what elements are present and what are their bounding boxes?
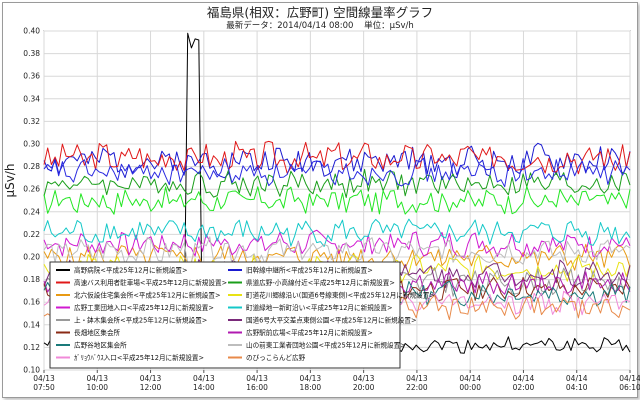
x-tick-date: 04/13 xyxy=(140,374,162,383)
y-tick-label: 0.10 xyxy=(23,366,40,375)
legend-label: 北六仮設住宅集会所<平成25年12月に新規設置> xyxy=(74,290,221,299)
legend-label: 上・鉢木集会所<平成25年12月に新規設置> xyxy=(74,315,207,324)
x-tick-date: 04/13 xyxy=(353,374,375,383)
x-tick-time: 10:00 xyxy=(86,383,108,392)
x-tick-date: 04/13 xyxy=(300,374,322,383)
chart-title: 福島県(相双：広野町) 空間線量率グラフ xyxy=(206,5,434,20)
y-tick-label: 0.30 xyxy=(23,140,40,149)
series-line xyxy=(43,168,631,198)
legend-label: のびっこらんど広野 xyxy=(246,353,306,362)
y-tick-label: 0.24 xyxy=(23,207,40,216)
legend-label: 山の前東工業者団地公園<平成25年12月に新規設置> xyxy=(246,340,406,349)
y-axis-label: μSv/h xyxy=(3,163,17,197)
x-tick-date: 04/13 xyxy=(193,374,215,383)
series-line xyxy=(43,140,631,175)
series-line xyxy=(43,236,631,265)
legend-label: 国道6号大平交差点東側公園<平成25年12月に新規設置> xyxy=(246,315,417,324)
y-tick-label: 0.40 xyxy=(23,27,40,36)
x-tick-time: 06:10 xyxy=(619,383,640,392)
y-tick-label: 0.26 xyxy=(23,185,40,194)
x-tick-time: 22:00 xyxy=(406,383,428,392)
series-line xyxy=(43,185,631,215)
legend-label: 町道花川郷線沿い(国道6号線東側)<平成25年12月に新規設置> xyxy=(246,290,435,299)
legend-label: 広野谷地区集会所 xyxy=(74,340,127,349)
y-tick-label: 0.34 xyxy=(23,94,40,103)
x-tick-time: 16:00 xyxy=(246,383,268,392)
y-tick-label: 0.36 xyxy=(23,72,40,81)
legend-label: 長畑地区集会所 xyxy=(74,328,121,337)
legend-label: 町道緑地一新町沿い<平成25年12月に新規設置> xyxy=(246,303,393,312)
x-tick-time: 00:00 xyxy=(459,383,481,392)
series-line xyxy=(43,229,631,258)
legend-label: 広野工業団地入口<平成25年12月に新規設置> xyxy=(74,303,214,312)
x-tick-time: 07:50 xyxy=(33,383,55,392)
unit-label: 単位：μSv/h xyxy=(364,21,414,31)
x-tick-date: 04/14 xyxy=(459,374,481,383)
legend-label: 旧幹線中継所<平成25年12月に新規設置> xyxy=(246,265,373,274)
x-tick-time: 02:00 xyxy=(513,383,535,392)
x-tick-date: 04/13 xyxy=(406,374,428,383)
x-tick-time: 14:00 xyxy=(193,383,215,392)
y-tick-label: 0.22 xyxy=(23,230,40,239)
x-tick-date: 04/14 xyxy=(619,374,640,383)
chart-subtitle: 最新データ：2014/04/14 08:00 単位：μSv/h xyxy=(0,19,640,31)
x-tick-date: 04/13 xyxy=(33,374,55,383)
legend-label: 高速バス利用者駐車場<平成25年12月に新規設置> xyxy=(74,278,227,287)
legend-label: 高野病院<平成25年12月に新規設置> xyxy=(74,265,188,274)
y-tick-label: 0.20 xyxy=(23,253,40,262)
x-tick-date: 04/13 xyxy=(246,374,268,383)
series-line xyxy=(43,157,631,188)
latest-data-timestamp: 最新データ：2014/04/14 08:00 xyxy=(226,21,354,31)
x-tick-date: 04/14 xyxy=(566,374,588,383)
x-tick-time: 12:00 xyxy=(140,383,162,392)
series-line xyxy=(43,218,631,247)
x-tick-date: 04/14 xyxy=(513,374,535,383)
y-tick-label: 0.32 xyxy=(23,117,40,126)
x-tick-date: 04/13 xyxy=(86,374,108,383)
y-tick-label: 0.18 xyxy=(23,275,40,284)
x-tick-time: 18:00 xyxy=(300,383,322,392)
y-tick-label: 0.38 xyxy=(23,49,40,58)
y-tick-label: 0.14 xyxy=(23,320,40,329)
legend-label: 県道広野-小高線付近<平成25年12月に新規設置> xyxy=(246,278,395,287)
y-tick-label: 0.12 xyxy=(23,343,40,352)
legend-box xyxy=(49,261,401,369)
legend-label: ｶﾞﾘｮｳﾊﾞｳｽ入口<平成25年12月に新規設置> xyxy=(74,353,204,362)
y-tick-label: 0.28 xyxy=(23,162,40,171)
legend-label: 広野駅前広場<平成25年12月に新規設置> xyxy=(246,328,373,337)
x-tick-time: 20:00 xyxy=(353,383,375,392)
x-tick-time: 04:10 xyxy=(566,383,588,392)
y-tick-label: 0.16 xyxy=(23,298,40,307)
series-line xyxy=(43,142,631,179)
